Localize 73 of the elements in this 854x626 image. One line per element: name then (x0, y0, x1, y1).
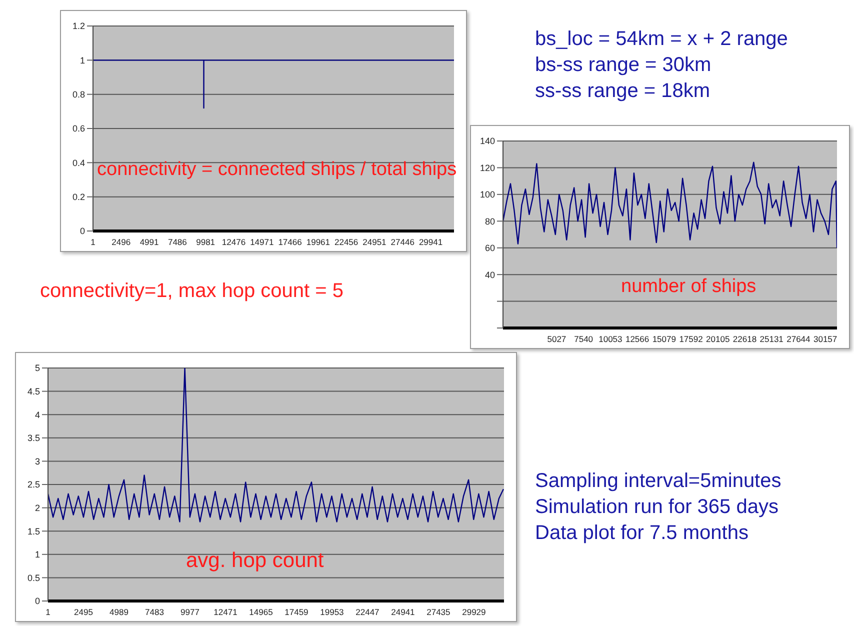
x-tick-label: 24941 (391, 607, 416, 618)
x-tick-label: 12476 (222, 237, 246, 248)
y-tick-label: 0.6 (72, 124, 85, 134)
x-tick-label: 4991 (140, 237, 160, 248)
x-tick-label: 22456 (334, 237, 358, 248)
y-tick-label: 3 (34, 456, 40, 466)
text: Simulation run for 365 days (535, 496, 778, 519)
y-tick-label: 1 (34, 550, 40, 560)
x-tick-label: 29941 (418, 237, 443, 248)
x-tick-label: 2496 (112, 237, 131, 248)
x-tick-label: 1 (90, 237, 96, 248)
x-tick-label: 10053 (598, 334, 623, 344)
y-tick-label: 1 (80, 55, 85, 66)
x-tick-label: 20105 (706, 334, 730, 344)
y-tick-label: 4.5 (27, 386, 40, 396)
x-tick-label: 7540 (574, 334, 594, 344)
x-tick-label: 22618 (732, 334, 757, 344)
y-tick-label: 0.4 (72, 158, 85, 168)
x-tick-label: 30157 (813, 334, 838, 344)
x-tick-label: 12471 (214, 607, 238, 618)
x-tick-label: 22447 (356, 607, 380, 618)
text: Data plot for 7.5 months (535, 522, 748, 545)
y-tick-label: 140 (480, 136, 495, 146)
x-tick-label: 9981 (196, 237, 216, 248)
y-tick-label: 120 (480, 162, 495, 173)
x-tick-label: 24951 (362, 237, 387, 248)
x-tick-label: 5027 (547, 334, 566, 344)
y-tick-label: 2 (34, 502, 40, 513)
text: bs-ss range = 30km (535, 54, 712, 77)
x-tick-label: 27446 (390, 237, 415, 248)
x-tick-label: 7486 (168, 237, 188, 248)
x-tick-label: 7483 (145, 607, 164, 618)
y-tick-label: 1.2 (72, 21, 85, 32)
x-tick-label: 19953 (320, 607, 344, 618)
text: ss-ss range = 18km (535, 80, 710, 103)
annotation: avg. hop count (186, 549, 324, 573)
x-tick-label: 14965 (249, 607, 274, 618)
x-tick-label: 19961 (306, 237, 330, 248)
x-tick-label: 1 (46, 607, 51, 618)
x-tick-label: 25131 (760, 334, 784, 344)
text: bs_loc = 54km = x + 2 range (535, 28, 788, 51)
text: Sampling interval=5minutes (535, 470, 782, 493)
y-tick-label: 100 (480, 190, 495, 200)
y-tick-label: 80 (484, 216, 495, 226)
x-tick-label: 17459 (284, 607, 309, 618)
x-tick-label: 9977 (180, 607, 200, 618)
y-tick-label: 4 (34, 410, 40, 420)
x-tick-label: 29929 (462, 607, 486, 618)
y-tick-label: 2.5 (27, 480, 40, 490)
y-tick-label: 0.2 (72, 192, 85, 202)
y-tick-label: 5 (34, 363, 40, 374)
y-tick-label: 0 (34, 596, 40, 606)
line-series (48, 368, 504, 522)
annotation: connectivity = connected ships / total ships (97, 159, 457, 181)
y-tick-label: 0.5 (27, 572, 40, 583)
annotation: number of ships (621, 276, 756, 298)
x-tick-label: 27644 (786, 334, 811, 344)
y-tick-label: 40 (484, 270, 495, 280)
line-series (503, 162, 837, 248)
y-tick-label: 0 (80, 226, 85, 236)
x-tick-label: 14971 (250, 237, 274, 248)
x-tick-label: 4989 (110, 607, 129, 618)
y-tick-label: 3.5 (27, 433, 40, 444)
x-tick-label: 12566 (625, 334, 650, 344)
y-tick-label: 60 (484, 243, 495, 254)
x-tick-label: 27435 (426, 607, 451, 618)
x-tick-label: 17592 (679, 334, 704, 344)
x-tick-label: 17466 (278, 237, 302, 248)
y-tick-label: 1.5 (27, 526, 40, 536)
y-tick-label: 0.8 (72, 90, 85, 100)
x-tick-label: 15079 (652, 334, 676, 344)
text: connectivity=1, max hop count = 5 (40, 280, 344, 303)
x-tick-label: 2495 (74, 607, 94, 618)
